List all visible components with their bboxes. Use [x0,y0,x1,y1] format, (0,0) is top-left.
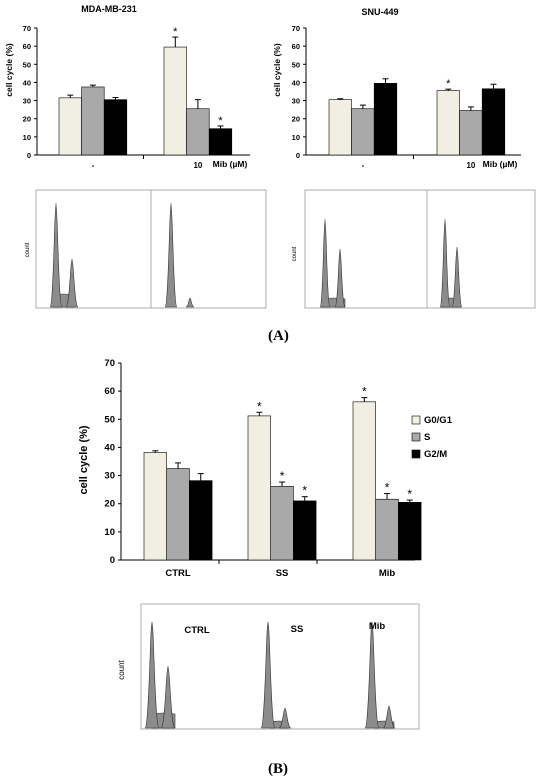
chart2-bar [481,88,506,156]
chart1-y-tick-label: 20 [23,115,31,124]
chart3-bar [375,498,399,561]
histogram-peak [185,297,195,308]
panel-a-label: (A) [268,328,289,344]
chart3-bar [143,452,168,561]
chart3-category-label: SS [276,568,289,579]
chart3-bar [247,415,272,561]
chart2-y-tick-label: 10 [292,133,300,142]
chart2-title: SNU-449 [361,7,398,17]
histogram-count-label: count [25,242,31,257]
legend-swatch [411,415,421,425]
legend-label: S [424,432,430,443]
chart1-y-tick-label: 70 [23,24,31,33]
chart3-significance-star: * [302,484,307,498]
chart3-bar [166,468,190,561]
chart1-bar [103,99,128,156]
histogram-peak [65,258,79,308]
chart3-bar [398,502,422,561]
chart3-bar [352,401,377,561]
chart3-y-tick-label: 10 [104,527,115,538]
histogram-peak [439,218,451,308]
chart3-y-tick-label: 40 [104,442,115,453]
chart3-category-label: CTRL [165,568,191,579]
chart3-bar [293,500,317,561]
chart1-y-tick-label: 30 [23,97,31,106]
histogram-box-b [140,603,420,730]
chart3-significance-star: * [362,385,367,399]
chart2-category-label: 10 [466,161,475,170]
chart1-y-tick-label: 10 [23,133,31,142]
histogram-peak [319,218,331,308]
chart2-y-tick-label: 40 [292,78,300,87]
chart2-bar [373,83,398,156]
histogram-peak [260,621,276,729]
chart1-title: MDA-MB-231 [81,4,137,14]
chart1-x-axis-label: Mib (µM) [213,159,248,169]
histogram-peak [278,707,292,729]
chart1-y-tick-label: 60 [23,42,31,51]
chart3-bar [270,485,294,561]
chart3-y-tick-label: 50 [104,414,115,425]
histogram-peak [334,248,346,308]
chart2-bar [459,110,483,156]
chart2-significance-star: * [446,78,451,90]
chart1-category-label: - [92,161,95,170]
chart3-y-tick-label: 20 [104,499,115,510]
chart2-bar [351,108,375,156]
chart2-y-axis-label: cell cycle (%) [272,43,282,97]
histogram-peak [364,621,380,729]
histogram-peak [160,665,176,729]
chart3-category-label: Mib [379,568,396,579]
chart1-y-tick-label: 50 [23,60,31,69]
legend-swatch [411,449,421,459]
chart3-y-tick-label: 60 [104,386,115,397]
panel-b-label: (B) [268,761,288,777]
chart2-y-tick-label: 70 [292,24,300,33]
chart3-y-tick-label: 0 [110,555,115,566]
chart1-y-tick-label: 40 [23,78,31,87]
histogram-count-label: count [117,659,126,679]
histogram-box-snu [304,189,536,309]
legend-label: G0/G1 [424,415,453,426]
chart1-y-tick-label: 0 [27,151,31,160]
chart2-y-tick-label: 50 [292,60,300,69]
chart2-bar [436,90,460,156]
chart1-bar [58,97,82,156]
histogram-peak [164,202,178,308]
chart1-significance-star: * [218,115,223,127]
chart2-bar [328,99,352,156]
histogram-peak [451,246,463,308]
chart2-y-tick-label: 20 [292,115,300,124]
chart2-category-label: - [362,161,365,170]
chart1-category-label: 10 [193,161,202,170]
chart1-significance-star: * [173,26,178,38]
chart3-y-tick-label: 70 [104,358,115,369]
chart2-x-axis-label: Mib (µM) [483,159,518,169]
chart3-y-tick-label: 30 [104,471,115,482]
chart1-y-axis-label: cell cycle (%) [4,43,14,97]
chart3-significance-star: * [407,487,412,501]
chart1-bar [163,46,187,156]
chart2-y-tick-label: 30 [292,97,300,106]
chart2-y-tick-label: 0 [296,151,300,160]
histogram-count-label: count [292,246,298,261]
histogram-peak [382,705,396,729]
chart3-significance-star: * [385,481,390,495]
chart3-bar [189,480,213,561]
chart1-bar [186,108,210,156]
histogram-peak [144,621,160,729]
chart3-significance-star: * [280,469,285,483]
chart3-significance-star: * [257,399,262,413]
histogram-b-label: SS [291,624,304,635]
chart1-bar [208,128,233,156]
histogram-b-label: CTRL [184,625,210,636]
legend-swatch [411,432,421,442]
legend-label: G2/M [424,449,447,460]
histogram-peak [49,202,63,308]
chart3-y-axis-label: cell cycle (%) [78,425,90,494]
chart1-bar [81,86,105,156]
chart2-y-tick-label: 60 [292,42,300,51]
histogram-b-label: Mib [369,621,386,632]
